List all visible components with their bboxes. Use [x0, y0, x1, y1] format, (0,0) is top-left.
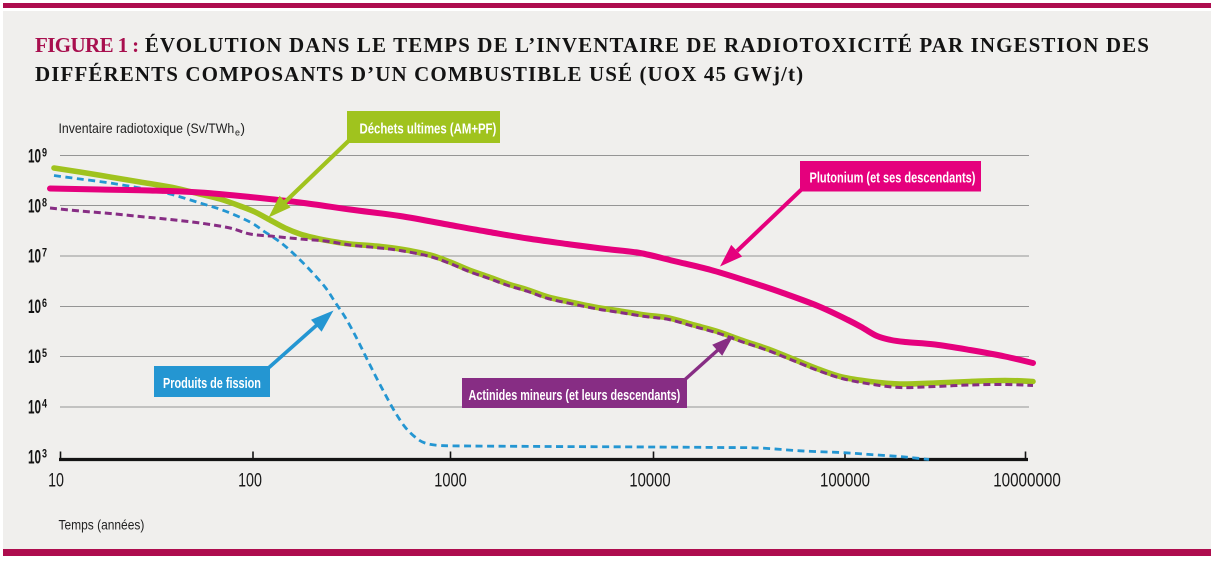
svg-text:7: 7: [42, 247, 47, 261]
svg-text:10: 10: [28, 346, 41, 368]
svg-text:4: 4: [42, 397, 47, 411]
svg-text:Inventaire radiotoxique (Sv/TW: Inventaire radiotoxique (Sv/TWh: [59, 120, 235, 136]
svg-text:9: 9: [42, 146, 47, 160]
svg-text:5: 5: [42, 347, 47, 361]
svg-text:10: 10: [48, 470, 64, 491]
svg-text:Plutonium (et ses descendants): Plutonium (et ses descendants): [810, 169, 976, 186]
svg-text:Déchets ultimes (AM+PF): Déchets ultimes (AM+PF): [360, 120, 497, 137]
svg-text:10: 10: [28, 246, 41, 268]
svg-text:10: 10: [28, 447, 41, 469]
svg-text:10000: 10000: [629, 470, 670, 491]
svg-text:6: 6: [42, 297, 47, 311]
svg-text:Actinides mineurs (et leurs de: Actinides mineurs (et leurs descendants): [469, 386, 681, 403]
svg-text:3: 3: [42, 447, 47, 461]
svg-text:100: 100: [238, 470, 262, 491]
svg-text:8: 8: [42, 196, 47, 210]
svg-text:e: e: [235, 128, 240, 138]
svg-text:1000: 1000: [434, 470, 467, 491]
svg-text:100000: 100000: [820, 470, 870, 491]
svg-text:Produits de fission: Produits de fission: [163, 374, 261, 391]
svg-text:10: 10: [28, 396, 41, 418]
svg-text:10: 10: [28, 196, 41, 218]
svg-text:10: 10: [28, 296, 41, 318]
svg-text:10000000: 10000000: [993, 469, 1061, 491]
svg-text:10: 10: [28, 146, 41, 168]
svg-text:): ): [241, 121, 246, 136]
svg-text:Temps (années): Temps (années): [59, 517, 145, 533]
